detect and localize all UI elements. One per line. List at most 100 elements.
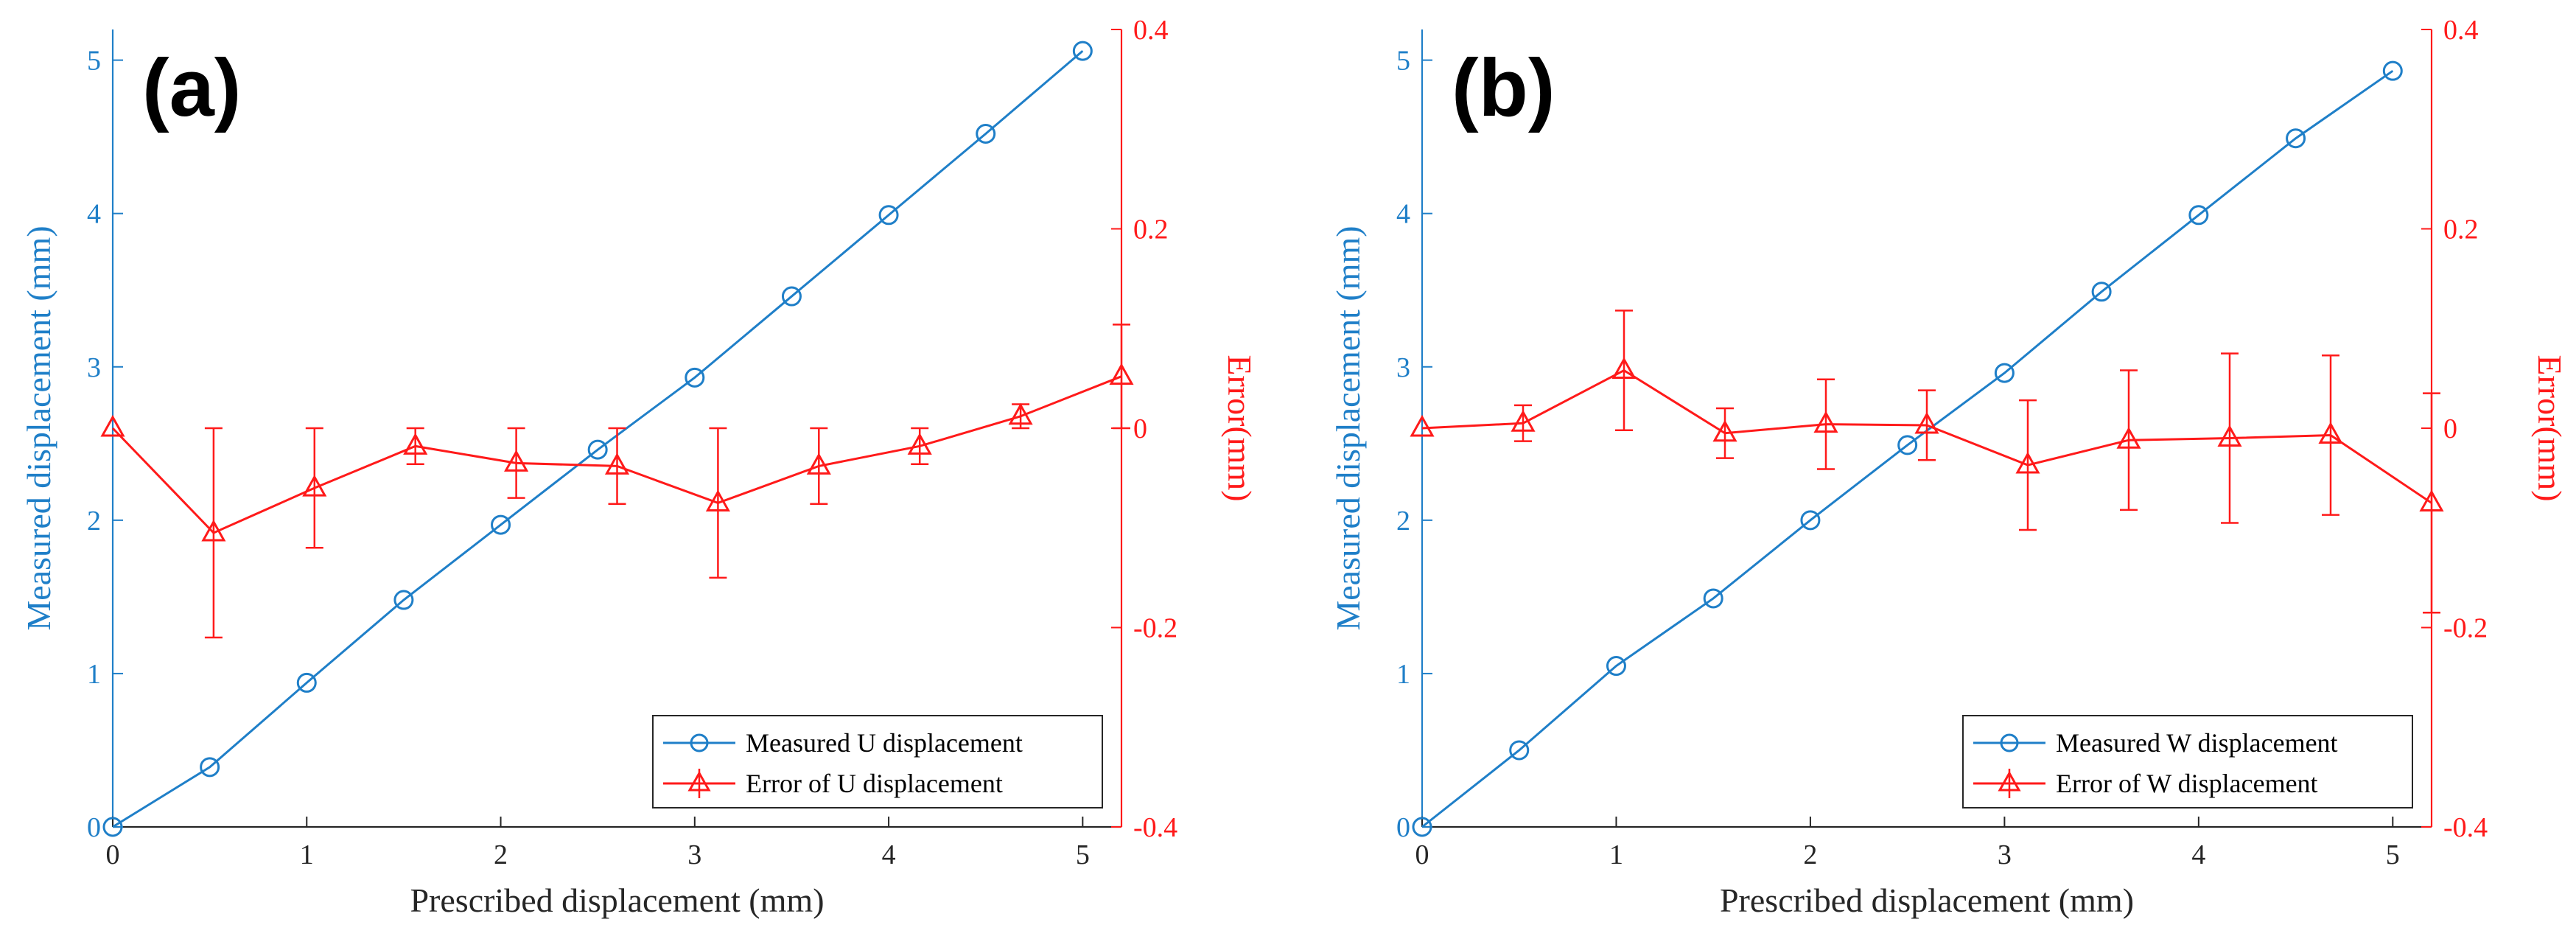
measured-point: [2091, 282, 2112, 302]
x-tick-label: 0: [106, 839, 120, 870]
legend-label-measured: Measured U displacement: [746, 728, 1023, 758]
panel-label: (a): [142, 43, 241, 133]
measured-point: [1897, 435, 1918, 455]
measured-series-line: [1421, 69, 2394, 828]
error-point: [907, 433, 932, 455]
x-tick-label: 1: [300, 839, 314, 870]
x-tick-label: 2: [1803, 839, 1817, 870]
chart-panel-a: 0 1 2 3 4 5 0 1 2 3 4 5 -0.4 -0.2 0 0.2 0.4 Prescribed di…: [20, 15, 1259, 919]
error-point: [2217, 425, 2242, 447]
x-tick-label: 5: [2386, 839, 2400, 870]
error-point: [1008, 402, 1033, 425]
error-point: [1712, 419, 1737, 442]
panel-label: (b): [1452, 43, 1555, 133]
measured-point: [1509, 740, 1530, 761]
measured-point: [491, 514, 511, 535]
legend-marker-measured: [690, 733, 709, 752]
legend-marker-measured: [2000, 733, 2019, 752]
measured-point: [2382, 60, 2403, 81]
measured-point: [781, 286, 802, 307]
y-left-tick-label: 4: [87, 199, 101, 230]
y-left-tick-label: 3: [1396, 352, 1410, 383]
y-axis-right-label: Error(mm): [1221, 354, 1259, 501]
error-point: [1914, 411, 1939, 434]
y-left-tick-label: 5: [87, 46, 101, 77]
x-tick-label: 5: [1076, 839, 1090, 870]
y-left-tick-label: 2: [87, 506, 101, 537]
error-point: [1611, 357, 1637, 380]
chart-panel-b: 0 1 2 3 4 5 0 1 2 3 4 5 -0.4 -0.2 0 0.2 0.4 Prescribed di…: [1329, 15, 2569, 919]
error-point: [302, 475, 327, 497]
y-axis-left-label: Measured displacement (mm): [20, 226, 57, 630]
y-right-tick-label: -0.2: [1133, 613, 1177, 644]
x-tick-label: 0: [1415, 839, 1429, 870]
y-axis-right-label: Error(mm): [2531, 354, 2569, 501]
y-left-tick-label: 3: [87, 352, 101, 383]
y-left-tick-label: 5: [1396, 46, 1410, 77]
y-left-tick-label: 1: [87, 659, 101, 690]
measured-point: [976, 123, 996, 144]
measured-point: [1994, 363, 2015, 383]
error-point: [2318, 422, 2343, 444]
error-point: [806, 453, 831, 475]
x-tick-label: 3: [1998, 839, 2012, 870]
error-point: [2419, 489, 2444, 511]
y-left-tick-label: 0: [1396, 812, 1410, 843]
x-tick-label: 4: [2191, 839, 2205, 870]
measured-point: [393, 590, 414, 610]
x-axis-label: Prescribed displacement (mm): [1720, 881, 2134, 919]
y-left-tick-label: 4: [1396, 199, 1410, 230]
legend-box: [652, 715, 1103, 808]
measured-point: [878, 205, 899, 226]
y-left-tick-label: 0: [87, 812, 101, 843]
y-left-tick-label: 1: [1396, 659, 1410, 690]
error-point: [100, 414, 125, 437]
legend-label-error: Error of U displacement: [746, 769, 1003, 798]
error-point: [2015, 451, 2040, 474]
measured-point: [1703, 588, 1723, 609]
measured-point: [1412, 817, 1432, 837]
x-axis-label: Prescribed displacement (mm): [410, 881, 824, 919]
y-right-tick-label: 0.2: [2443, 214, 2479, 245]
legend-marker-error: [687, 770, 711, 792]
measured-point: [685, 367, 705, 388]
y-right-tick-label: 0: [2443, 413, 2457, 444]
x-tick-label: 3: [687, 839, 701, 870]
error-point: [201, 519, 226, 542]
measured-point: [1606, 656, 1626, 677]
measured-point: [2286, 128, 2306, 149]
error-point: [1410, 414, 1435, 437]
legend-label-measured: Measured W displacement: [2056, 728, 2338, 758]
error-point: [1813, 411, 1838, 433]
x-tick-label: 2: [494, 839, 508, 870]
legend-marker-error: [1998, 770, 2021, 792]
legend-box: [1962, 715, 2413, 808]
error-point: [2116, 427, 2141, 449]
measured-series-line: [112, 49, 1084, 828]
y-right-tick-label: 0: [1133, 413, 1147, 444]
x-tick-label: 4: [882, 839, 896, 870]
error-point: [1511, 410, 1536, 432]
legend-label-error: Error of W displacement: [2056, 769, 2318, 798]
measured-point: [587, 439, 608, 460]
measured-point: [1072, 41, 1093, 61]
y-left-tick-label: 2: [1396, 506, 1410, 537]
measured-point: [102, 817, 123, 837]
y-right-tick-label: 0.4: [1133, 15, 1169, 46]
error-point: [705, 489, 730, 511]
error-point: [604, 453, 630, 475]
x-tick-label: 1: [1609, 839, 1623, 870]
y-right-tick-label: -0.4: [1133, 812, 1177, 843]
y-right-tick-label: 0.2: [1133, 214, 1169, 245]
y-right-tick-label: 0.4: [2443, 15, 2479, 46]
measured-point: [200, 757, 220, 778]
y-right-tick-label: -0.4: [2443, 812, 2488, 843]
error-point: [504, 450, 529, 472]
measured-point: [1800, 510, 1821, 531]
measured-point: [296, 672, 317, 693]
error-point: [403, 433, 428, 455]
y-axis-left-label: Measured displacement (mm): [1329, 226, 1367, 630]
y-right-tick-label: -0.2: [2443, 613, 2488, 644]
error-point: [1109, 363, 1134, 385]
